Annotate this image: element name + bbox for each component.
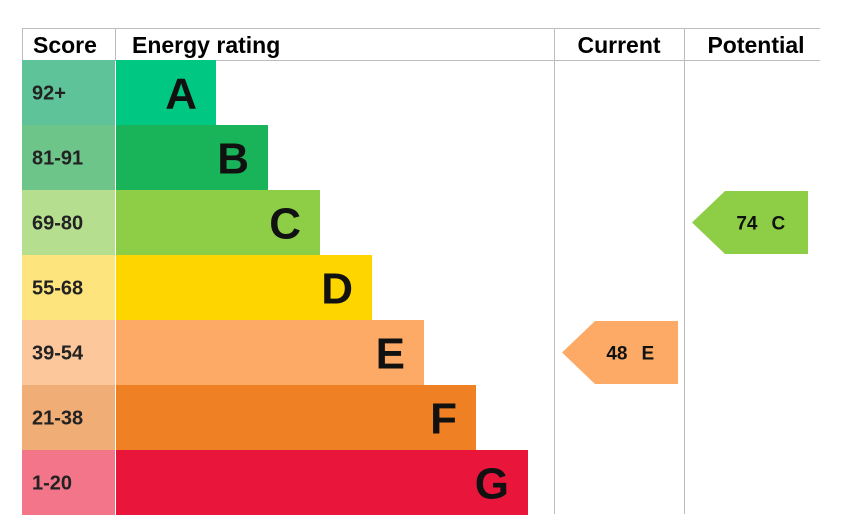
- rating-pointers: 48 E 74 C: [562, 191, 808, 384]
- band-letter-g: G: [475, 460, 509, 509]
- energy-rating-header: Energy rating: [132, 32, 280, 58]
- potential-rating-letter: C: [772, 214, 786, 235]
- band-letter-e: E: [376, 330, 405, 379]
- current-rating-value: 48: [606, 344, 627, 365]
- score-cell-a: [22, 60, 115, 125]
- score-header: Score: [33, 32, 97, 58]
- band-bar-a: [116, 60, 216, 125]
- current-rating-arrow: [562, 321, 678, 384]
- score-label-b: 81-91: [32, 148, 83, 170]
- score-cell-g: [22, 450, 115, 515]
- band-letter-f: F: [430, 395, 457, 444]
- score-label-g: 1-20: [32, 473, 72, 495]
- band-letter-b: B: [217, 135, 249, 184]
- band-letter-a: A: [165, 70, 197, 119]
- band-bar-b: [116, 125, 268, 190]
- potential-rating-arrow: [692, 191, 808, 254]
- current-header: Current: [577, 32, 660, 58]
- score-label-f: 21-38: [32, 408, 83, 430]
- band-bar-c: [116, 190, 320, 255]
- score-label-c: 69-80: [32, 213, 83, 235]
- band-letter-d: D: [321, 265, 353, 314]
- score-cell-f: [22, 385, 115, 450]
- score-cell-b: [22, 125, 115, 190]
- score-label-a: 92+: [32, 83, 66, 105]
- band-bar-e: [116, 320, 424, 385]
- band-bar-g: [116, 450, 528, 515]
- score-cell-d: [22, 255, 115, 320]
- band-letter-c: C: [269, 200, 301, 249]
- rating-bands: 92+ A 81-91 B 69-80 C 55-68 D 39-54 E 21-38 F 1-20 G: [22, 60, 528, 515]
- score-label-d: 55-68: [32, 278, 83, 300]
- band-bar-d: [116, 255, 372, 320]
- potential-header: Potential: [707, 32, 804, 58]
- band-bar-f: [116, 385, 476, 450]
- score-cell-e: [22, 320, 115, 385]
- score-cell-c: [22, 190, 115, 255]
- score-label-e: 39-54: [32, 343, 84, 365]
- potential-rating-value: 74: [736, 214, 758, 235]
- current-rating-letter: E: [642, 344, 655, 365]
